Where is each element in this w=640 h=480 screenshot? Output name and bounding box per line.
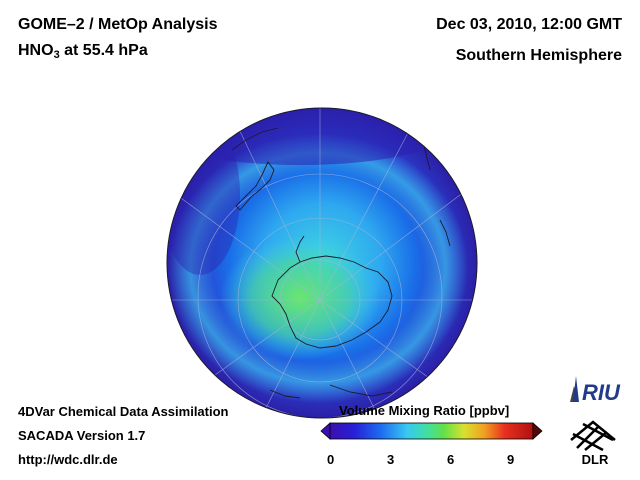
title-region: Southern Hemisphere xyxy=(455,47,622,64)
species-subscript: 3 xyxy=(53,49,60,61)
title-datetime: Dec 03, 2010, 12:00 GMT xyxy=(436,16,622,33)
title-instrument: GOME–2 / MetOp Analysis xyxy=(18,16,218,33)
pressure-level: at 55.4 hPa xyxy=(59,42,148,59)
colorbar-scale xyxy=(329,422,534,440)
colorbar-tick: 6 xyxy=(447,452,455,467)
species-name: HNO xyxy=(18,42,54,59)
colorbar-left-arrow xyxy=(320,422,331,440)
title-species: HNO3 at 55.4 hPa xyxy=(18,42,148,61)
field-maximum xyxy=(220,236,380,360)
dlr-logo: DLR xyxy=(570,420,616,467)
graticule xyxy=(167,108,477,418)
globe-outline xyxy=(166,107,478,419)
colorbar-tick: 9 xyxy=(507,452,515,467)
riu-logo: RIU xyxy=(570,376,621,405)
footer-url[interactable]: http://wdc.dlr.de xyxy=(18,452,118,467)
dlr-emblem-icon xyxy=(570,420,616,452)
colorbar-right-arrow xyxy=(532,422,543,440)
dlr-logo-text: DLR xyxy=(582,452,609,467)
footer-version: SACADA Version 1.7 xyxy=(18,428,146,443)
colorbar-title: Volume Mixing Ratio [ppbv] xyxy=(339,403,510,418)
colorbar-tick: 0 xyxy=(327,452,335,467)
footer-method: 4DVar Chemical Data Assimilation xyxy=(18,404,229,419)
riu-mark-icon xyxy=(573,376,579,402)
coastlines xyxy=(231,114,451,399)
riu-logo-text: RIU xyxy=(582,380,621,405)
colorbar-tick: 3 xyxy=(387,452,395,467)
